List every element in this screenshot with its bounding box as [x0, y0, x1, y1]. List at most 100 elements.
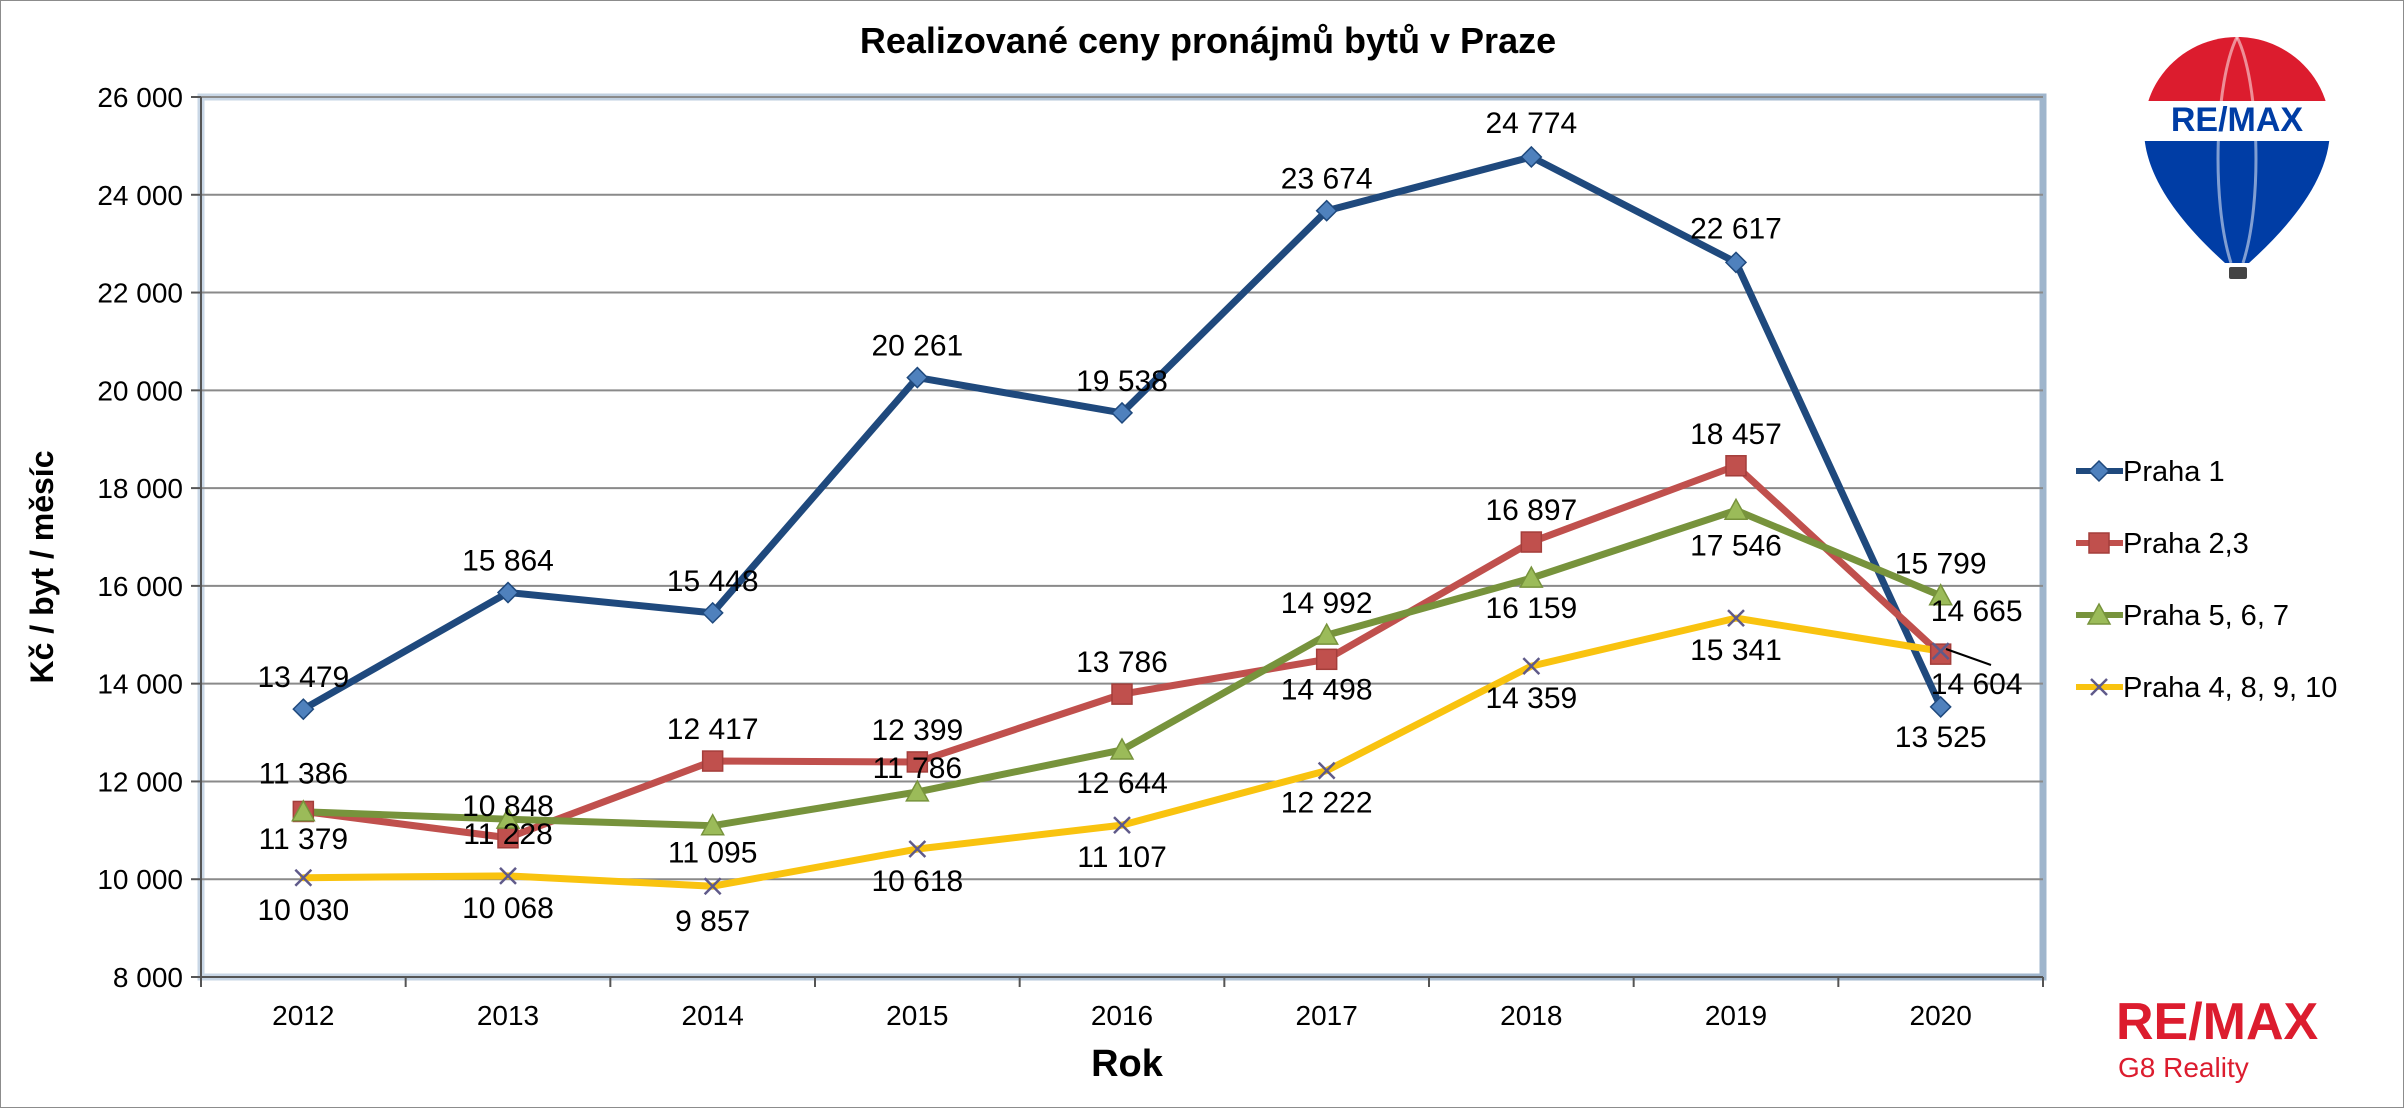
y-tick-label: 10 000 [97, 864, 183, 895]
data-point [292, 698, 315, 721]
data-label: 12 417 [667, 713, 759, 746]
data-label: 12 644 [1076, 767, 1168, 800]
y-tick-labels: 8 000 10 000 12 000 14 000 16 000 18 000 20 00… [97, 82, 183, 993]
data-label: 14 498 [1281, 673, 1373, 706]
data-point [496, 581, 520, 604]
series-markers [291, 145, 1953, 896]
legend-label: Praha 5, 6, 7 [2123, 600, 2289, 632]
y-tick-label: 20 000 [97, 375, 183, 406]
data-label: 10 848 [462, 790, 554, 823]
axes [191, 96, 2044, 987]
data-point [1314, 622, 1339, 645]
data-point [1110, 401, 1134, 424]
data-label: 18 457 [1690, 418, 1782, 451]
data-point [1928, 583, 1953, 606]
data-label: 22 617 [1690, 212, 1782, 245]
data-point [1723, 497, 1749, 521]
remax-logo-subtitle: G8 Reality [2118, 1052, 2249, 1083]
data-point [1929, 695, 1952, 718]
data-label: 14 665 [1931, 595, 2023, 628]
marker-stroke [703, 877, 722, 896]
data-label: 14 992 [1281, 587, 1373, 620]
data-point [1725, 455, 1747, 477]
marker-stroke [499, 867, 517, 885]
data-label: 19 538 [1076, 365, 1168, 398]
x-axis-title: Rok [1091, 1043, 1164, 1085]
data-label: 14 604 [1931, 668, 2023, 701]
y-tick-label: 18 000 [97, 473, 183, 504]
x-tick-label: 2013 [477, 1000, 539, 1031]
data-point [499, 867, 517, 885]
legend-marker [2088, 532, 2110, 554]
data-label: 15 341 [1690, 634, 1782, 667]
y-axis-title: Kč / byt / měsíc [24, 451, 60, 684]
y-tick-label: 22 000 [97, 278, 183, 309]
x-tick-label: 2020 [1910, 1000, 1972, 1031]
x-tick-label: 2017 [1296, 1000, 1358, 1031]
data-label: 12 222 [1281, 787, 1373, 820]
remax-balloon-logo: RE/MAX [2144, 37, 2330, 279]
balloon-logo-text: RE/MAX [2171, 101, 2304, 139]
y-tick-label: 24 000 [97, 180, 183, 211]
data-label: 10 068 [462, 892, 554, 925]
x-tick-label: 2018 [1500, 1000, 1562, 1031]
data-point [294, 868, 313, 887]
marker-stroke [1113, 816, 1131, 834]
data-point [1111, 683, 1133, 705]
data-label: 12 399 [871, 714, 963, 747]
data-label: 11 786 [873, 752, 963, 785]
x-tick-label: 2019 [1705, 1000, 1767, 1031]
data-point [1929, 643, 1952, 665]
data-label: 10 618 [871, 865, 963, 898]
y-tick-label: 14 000 [97, 669, 183, 700]
marker-stroke [1727, 609, 1745, 627]
data-point [1724, 251, 1748, 274]
marker-stroke [1931, 642, 1950, 661]
data-point [1727, 609, 1745, 627]
data-label: 15 448 [667, 565, 759, 598]
data-point [1109, 737, 1135, 760]
x-tick-label: 2012 [272, 1000, 334, 1031]
data-label: 13 525 [1895, 721, 1987, 754]
data-label: 13 479 [257, 661, 349, 694]
data-point [701, 750, 724, 772]
marker-stroke [2090, 678, 2108, 696]
legend-label: Praha 1 [2123, 456, 2225, 488]
data-point [1931, 642, 1950, 661]
data-point [1317, 761, 1336, 780]
data-label: 23 674 [1281, 163, 1373, 196]
data-point [495, 806, 521, 829]
legend-label: Praha 2,3 [2123, 528, 2249, 560]
marker-stroke [908, 840, 927, 858]
data-point [1520, 531, 1543, 553]
y-tick-label: 8 000 [113, 962, 183, 993]
data-label: 9 857 [675, 905, 750, 938]
marker-stroke [294, 868, 313, 887]
data-labels: 13 479 15 864 15 448 20 261 19 538 23 674 24 7… [257, 107, 2022, 938]
data-point [703, 877, 722, 896]
data-label: 11 107 [1077, 841, 1167, 874]
data-label: 17 546 [1690, 529, 1782, 562]
x-tick-labels: 2012 2013 2014 2015 2016 2017 2018 2019 2020 [272, 1000, 1972, 1031]
data-label: 20 261 [871, 330, 963, 363]
data-point [291, 799, 316, 822]
data-label: 15 864 [462, 545, 554, 578]
legend-marker [2090, 678, 2108, 696]
chart-title: Realizované ceny pronájmů bytů v Praze [860, 20, 1556, 61]
data-point [1519, 565, 1544, 588]
y-tick-label: 26 000 [97, 82, 183, 113]
legend-marker [2086, 602, 2112, 625]
data-label: 16 159 [1485, 592, 1577, 625]
marker-stroke [1317, 761, 1336, 780]
data-label: 11 095 [668, 837, 758, 870]
label-leader-line [1945, 648, 1992, 666]
x-tick-label: 2014 [682, 1000, 744, 1031]
data-label: 11 386 [259, 757, 349, 790]
data-label: 11 228 [463, 818, 553, 851]
data-point [700, 813, 725, 836]
remax-logo-text: RE/MAX [2116, 993, 2319, 1051]
data-label: 14 359 [1485, 682, 1577, 715]
marker-stroke [1522, 657, 1541, 675]
data-point [1522, 657, 1541, 675]
